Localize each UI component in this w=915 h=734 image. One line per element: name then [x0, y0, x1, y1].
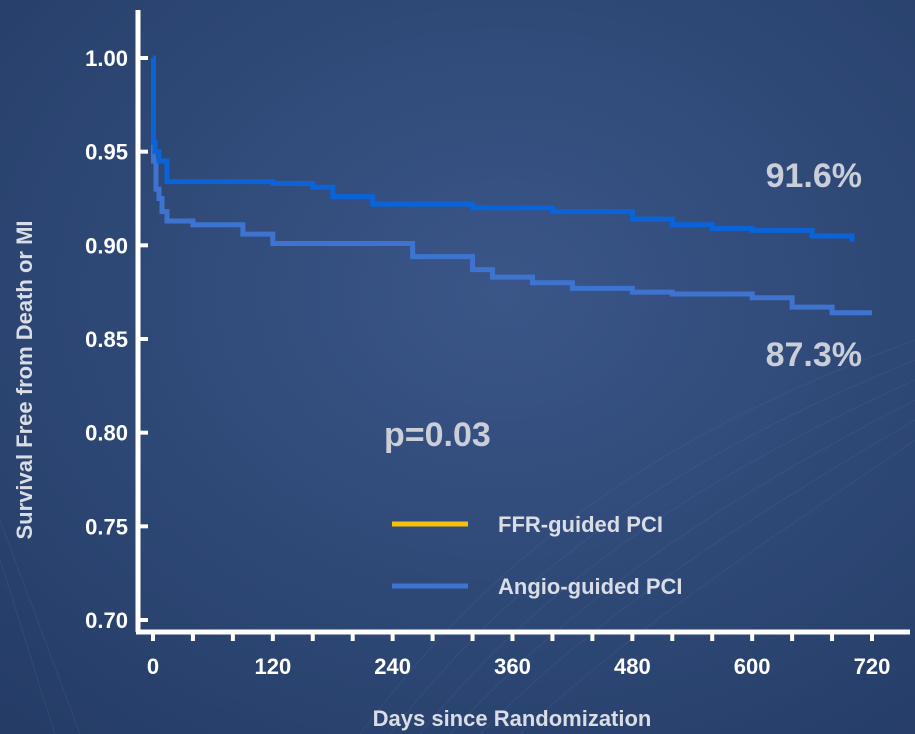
ffr-final-rate-label: 91.6% — [766, 157, 862, 195]
x-ticks: 0 120 240 360 480 600 720 — [147, 632, 890, 679]
x-tick-label: 480 — [614, 654, 651, 679]
angio-final-rate-label: 87.3% — [766, 336, 862, 374]
legend: FFR-guided PCI Angio-guided PCI — [392, 512, 683, 599]
legend-label-ffr: FFR-guided PCI — [498, 512, 663, 537]
y-ticks: 0.70 0.75 0.80 0.85 0.90 0.95 1.00 — [85, 46, 148, 633]
y-axis-title: Survival Free from Death or MI — [12, 220, 37, 539]
x-tick-label: 120 — [254, 654, 291, 679]
survival-curves — [150, 55, 872, 316]
chart-axes — [135, 10, 910, 635]
x-tick-label: 240 — [374, 654, 411, 679]
y-tick-label: 0.70 — [85, 608, 128, 633]
x-tick-label: 360 — [494, 654, 531, 679]
ffr-survival-curve — [150, 55, 855, 242]
legend-label-angio: Angio-guided PCI — [498, 574, 683, 599]
y-tick-label: 0.85 — [85, 327, 128, 352]
y-tick-label: 0.80 — [85, 421, 128, 446]
y-tick-label: 0.95 — [85, 140, 128, 165]
x-tick-label: 0 — [147, 654, 159, 679]
angio-survival-curve — [150, 55, 872, 316]
x-tick-label: 600 — [734, 654, 771, 679]
y-tick-label: 1.00 — [85, 46, 128, 71]
y-tick-label: 0.90 — [85, 233, 128, 258]
p-value-label: p=0.03 — [384, 416, 491, 454]
y-tick-label: 0.75 — [85, 514, 128, 539]
x-tick-label: 720 — [854, 654, 891, 679]
x-axis-title: Days since Randomization — [373, 706, 652, 731]
